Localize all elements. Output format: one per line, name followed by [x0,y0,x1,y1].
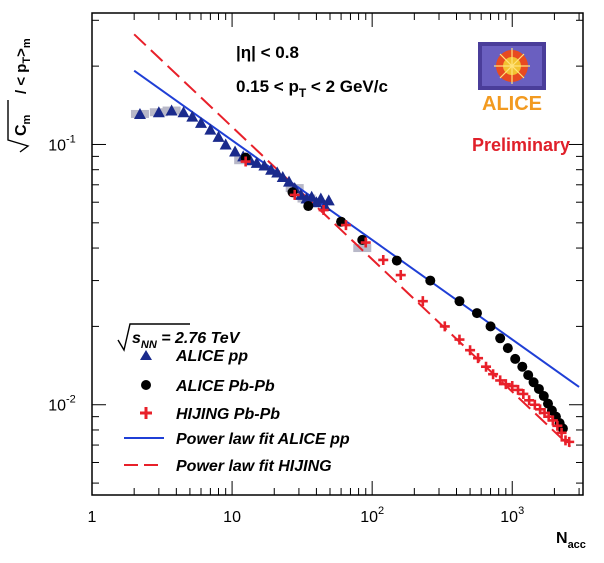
marker-alice-pp [276,170,289,182]
marker-alice-pbpb [502,343,513,354]
marker-alice-pbpb [485,321,496,332]
marker-alice-pbpb [495,333,506,344]
marker-hijing [439,321,450,332]
marker-alice-pp [265,163,278,175]
marker-hijing [518,388,529,399]
marker-alice-pp [133,107,146,119]
eta-cut-annotation: |η| < 0.8 [236,43,299,62]
legend-label-fit-pp: Power law fit ALICE pp [176,431,350,448]
marker-alice-pp [195,116,208,128]
legend-marker-alice-pbpb [141,380,151,390]
fit-line-hijing [133,33,572,448]
marker-hijing [481,361,492,372]
marker-hijing [318,205,329,216]
fit-line-alice-pp [133,69,580,388]
legend-sqrt-symbol [117,323,190,352]
legend-energy: sNN = 2.76 TeV [132,330,241,351]
marker-hijing [507,381,518,392]
marker-alice-pp [322,194,335,206]
marker-alice-pp [204,123,217,135]
marker-alice-pbpb [425,275,436,286]
alice-logo: ALICE [478,42,546,115]
marker-hijing [240,156,251,167]
marker-alice-pbpb [454,296,465,307]
marker-hijing [360,237,371,248]
axis-ticks [91,13,583,495]
marker-alice-pp [165,104,178,116]
fit-lines [133,33,580,448]
marker-hijing [564,436,575,447]
marker-alice-pp [258,159,271,171]
plot-frame [91,12,584,496]
marker-hijing [552,420,563,431]
marker-hijing [465,345,476,356]
x-tick-label: 1 [88,509,97,526]
legend-marker-hijing [140,407,152,419]
marker-hijing [529,399,540,410]
x-tick-label: 10 [223,509,241,526]
legend-marker-alice-pp [140,350,152,360]
marker-hijing [289,189,300,200]
marker-alice-pp [229,145,242,157]
y-axis-label-rest: / < pT>m [13,38,33,94]
marker-alice-pp [177,106,190,118]
marker-hijing [500,379,511,390]
marker-alice-pp [186,110,199,122]
pt-range-annotation: 0.15 < pT < 2 GeV/c [236,77,388,100]
marker-hijing [488,369,499,380]
marker-alice-pbpb [533,383,544,394]
marker-alice-pbpb [517,361,528,372]
marker-alice-pp [318,200,331,212]
marker-hijing [547,415,558,426]
legend-label-alice-pp: ALICE pp [175,348,248,365]
marker-alice-pbpb [523,370,534,381]
marker-hijing [513,384,524,395]
legend-label-alice-pbpb: ALICE Pb-Pb [175,378,275,395]
marker-alice-pp [219,138,232,150]
preliminary-label: Preliminary [472,135,570,155]
marker-alice-pbpb [303,201,314,212]
marker-hijing [454,334,465,345]
marker-alice-pp [152,106,165,118]
logo-text: ALICE [482,93,542,115]
sqrt-symbol [7,100,30,153]
marker-hijing [395,270,406,281]
marker-hijing [417,296,428,307]
marker-alice-pp [314,192,327,204]
marker-alice-pp [283,175,296,187]
marker-alice-pbpb [391,255,402,266]
marker-hijing [340,220,351,231]
legend-label-hijing: HIJING Pb-Pb [176,406,280,423]
marker-alice-pbpb [471,308,482,319]
data-markers [133,104,575,447]
marker-alice-pbpb [510,353,521,364]
legend: sNN = 2.76 TeV ALICE pp ALICE Pb-Pb HIJI… [117,323,350,475]
logo-tracks [494,48,530,84]
x-axis-title: Nacc [556,530,586,551]
marker-alice-pp [294,188,307,200]
marker-alice-pp [212,130,225,142]
y-axis-title: Cm / < pT>m [7,38,33,153]
syst-band-box [353,244,372,253]
marker-alice-pbpb [538,391,549,402]
marker-hijing [378,254,389,265]
marker-alice-pp [305,190,318,202]
marker-alice-pbpb [528,377,539,388]
marker-alice-pp [271,166,284,178]
marker-hijing [556,427,567,438]
marker-hijing [495,375,506,386]
marker-alice-pp [250,156,263,168]
legend-label-fit-hijing: Power law fit HIJING [176,458,332,475]
marker-hijing [473,353,484,364]
marker-hijing [524,395,535,406]
